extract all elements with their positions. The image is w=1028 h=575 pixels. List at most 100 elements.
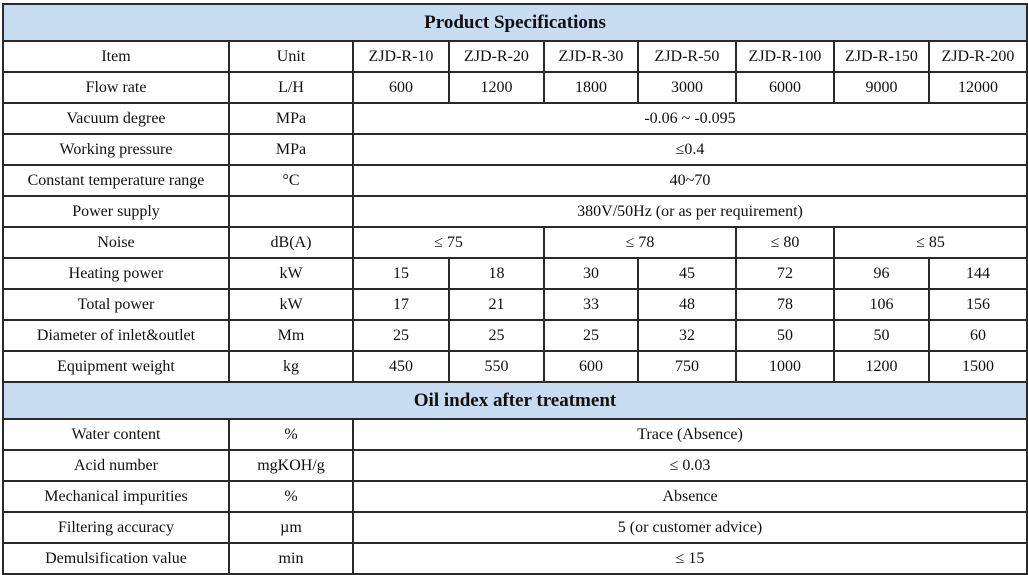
value-cell: 78 (735, 288, 835, 321)
value-cell: 6000 (735, 71, 835, 104)
page: Product Specifications Item Unit ZJD-R-1… (2, 3, 1028, 575)
table-row: Product Specifications (2, 3, 1028, 42)
row-item-label: Diameter of inlet&outlet (2, 319, 230, 352)
value-cell: 156 (928, 288, 1028, 321)
noise-range-cell: ≤ 75 (352, 226, 545, 259)
row-item-label: Total power (2, 288, 230, 321)
row-unit: % (228, 418, 354, 451)
value-cell: 45 (637, 257, 737, 290)
value-cell: 3000 (637, 71, 737, 104)
merged-value-cell: ≤ 15 (352, 542, 1028, 575)
value-cell: 96 (833, 257, 930, 290)
table-row: Power supply 380V/50Hz (or as per requir… (2, 195, 1028, 228)
merged-value-cell: Trace (Absence) (352, 418, 1028, 451)
value-cell: 144 (928, 257, 1028, 290)
row-unit: % (228, 480, 354, 513)
value-cell: 18 (448, 257, 545, 290)
column-header-model: ZJD-R-50 (637, 40, 737, 73)
value-cell: 50 (735, 319, 835, 352)
value-cell: 600 (543, 350, 639, 383)
noise-range-cell: ≤ 78 (543, 226, 737, 259)
value-cell: 12000 (928, 71, 1028, 104)
row-unit: L/H (228, 71, 354, 104)
row-unit: °C (228, 164, 354, 197)
column-header-item: Item (2, 40, 230, 73)
value-cell: 550 (448, 350, 545, 383)
table-row: Filtering accuracy µm 5 (or customer adv… (2, 511, 1028, 544)
table-row: Demulsification value min ≤ 15 (2, 542, 1028, 575)
row-unit: Mm (228, 319, 354, 352)
row-item-label: Constant temperature range (2, 164, 230, 197)
row-item-label: Demulsification value (2, 542, 230, 575)
table-title: Product Specifications (2, 3, 1028, 42)
table-row: Heating power kW 15 18 30 45 72 96 144 (2, 257, 1028, 290)
table-header-row: Item Unit ZJD-R-10 ZJD-R-20 ZJD-R-30 ZJD… (2, 40, 1028, 73)
noise-range-cell: ≤ 80 (735, 226, 835, 259)
merged-value-cell: -0.06 ~ -0.095 (352, 102, 1028, 135)
merged-value-cell: 380V/50Hz (or as per requirement) (352, 195, 1028, 228)
table-row: Total power kW 17 21 33 48 78 106 156 (2, 288, 1028, 321)
value-cell: 25 (448, 319, 545, 352)
value-cell: 1500 (928, 350, 1028, 383)
noise-range-cell: ≤ 85 (833, 226, 1028, 259)
row-unit: µm (228, 511, 354, 544)
value-cell: 48 (637, 288, 737, 321)
value-cell: 600 (352, 71, 450, 104)
row-item-label: Water content (2, 418, 230, 451)
row-item-label: Equipment weight (2, 350, 230, 383)
row-item-label: Filtering accuracy (2, 511, 230, 544)
column-header-model: ZJD-R-100 (735, 40, 835, 73)
row-unit: kg (228, 350, 354, 383)
value-cell: 60 (928, 319, 1028, 352)
value-cell: 25 (352, 319, 450, 352)
row-unit (228, 195, 354, 228)
value-cell: 50 (833, 319, 930, 352)
table-row: Noise dB(A) ≤ 75 ≤ 78 ≤ 80 ≤ 85 (2, 226, 1028, 259)
merged-value-cell: ≤0.4 (352, 133, 1028, 166)
table-row: Acid number mgKOH/g ≤ 0.03 (2, 449, 1028, 482)
value-cell: 9000 (833, 71, 930, 104)
value-cell: 750 (637, 350, 737, 383)
value-cell: 33 (543, 288, 639, 321)
table-row: Oil index after treatment (2, 381, 1028, 420)
table-row: Mechanical impurities % Absence (2, 480, 1028, 513)
value-cell: 32 (637, 319, 737, 352)
table-row: Flow rate L/H 600 1200 1800 3000 6000 90… (2, 71, 1028, 104)
row-unit: MPa (228, 133, 354, 166)
row-item-label: Power supply (2, 195, 230, 228)
table-row: Vacuum degree MPa -0.06 ~ -0.095 (2, 102, 1028, 135)
column-header-unit: Unit (228, 40, 354, 73)
row-unit: MPa (228, 102, 354, 135)
column-header-model: ZJD-R-20 (448, 40, 545, 73)
table-row: Water content % Trace (Absence) (2, 418, 1028, 451)
value-cell: 25 (543, 319, 639, 352)
value-cell: 1200 (448, 71, 545, 104)
section-title-oil-index: Oil index after treatment (2, 381, 1028, 420)
table-row: Working pressure MPa ≤0.4 (2, 133, 1028, 166)
column-header-model: ZJD-R-30 (543, 40, 639, 73)
product-spec-table: Product Specifications Item Unit ZJD-R-1… (2, 3, 1028, 575)
row-item-label: Noise (2, 226, 230, 259)
table-row: Equipment weight kg 450 550 600 750 1000… (2, 350, 1028, 383)
row-item-label: Flow rate (2, 71, 230, 104)
value-cell: 30 (543, 257, 639, 290)
value-cell: 1800 (543, 71, 639, 104)
merged-value-cell: ≤ 0.03 (352, 449, 1028, 482)
row-unit: kW (228, 288, 354, 321)
value-cell: 106 (833, 288, 930, 321)
value-cell: 15 (352, 257, 450, 290)
table-row: Diameter of inlet&outlet Mm 25 25 25 32 … (2, 319, 1028, 352)
merged-value-cell: 40~70 (352, 164, 1028, 197)
value-cell: 17 (352, 288, 450, 321)
row-item-label: Heating power (2, 257, 230, 290)
value-cell: 72 (735, 257, 835, 290)
merged-value-cell: Absence (352, 480, 1028, 513)
column-header-model: ZJD-R-150 (833, 40, 930, 73)
value-cell: 1000 (735, 350, 835, 383)
value-cell: 450 (352, 350, 450, 383)
merged-value-cell: 5 (or customer advice) (352, 511, 1028, 544)
row-unit: mgKOH/g (228, 449, 354, 482)
row-item-label: Vacuum degree (2, 102, 230, 135)
value-cell: 1200 (833, 350, 930, 383)
row-item-label: Mechanical impurities (2, 480, 230, 513)
